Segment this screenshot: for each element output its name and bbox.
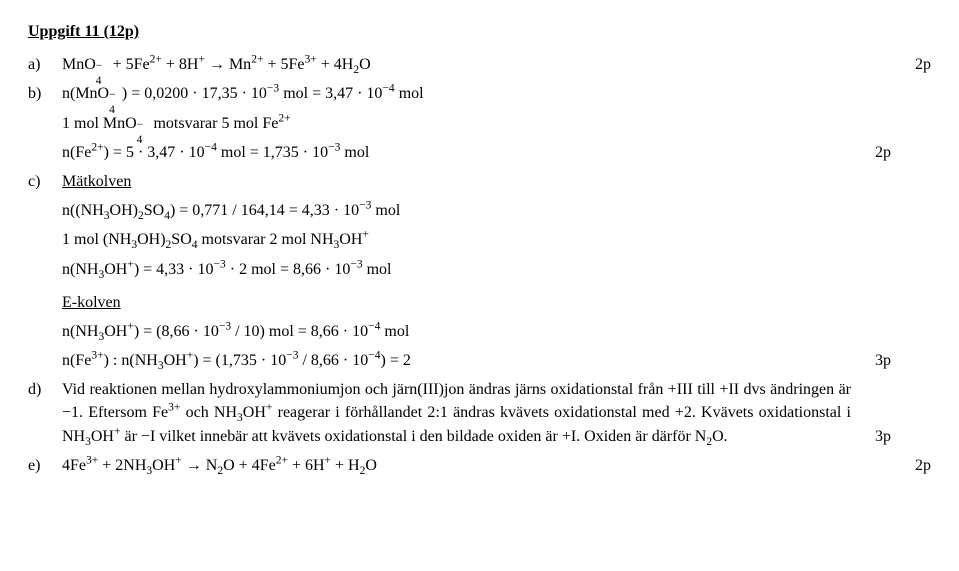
item-c-m1: n((NH3OH)2SO4) = 0,771 / 164,14 = 4,33 ·… (62, 199, 891, 222)
item-c: c) Mätkolven n((NH3OH)2SO4) = 0,771 / 16… (28, 170, 931, 372)
item-c-m2: 1 mol (NH3OH)2SO4 motsvarar 2 mol NH3OH+ (62, 228, 891, 251)
item-b-line3: n(Fe2+) = 5 · 3,47 · 10−4 mol = 1,735 · … (62, 141, 851, 164)
item-e-content: 4Fe3+ + 2NH3OH+ → N2O + 4Fe2+ + 6H+ + H2… (62, 454, 891, 477)
item-c-m3: n(NH3OH+) = 4,33 · 10−3 · 2 mol = 8,66 ·… (62, 258, 891, 281)
item-a-label: a) (28, 53, 62, 76)
item-e-label: e) (28, 454, 62, 477)
item-b-line1: n(MnO−4 ) = 0,0200 · 17,35 · 10−3 mol = … (62, 82, 891, 105)
item-d-text: Vid reaktionen mellan hydroxylammoniumjo… (62, 378, 851, 448)
item-a-content: MnO−4 + 5Fe2+ + 8H+ → Mn2+ + 5Fe3+ + 4H2… (62, 53, 891, 76)
item-d-label: d) (28, 378, 62, 401)
item-b-line2: 1 mol MnO−4 motsvarar 5 mol Fe2+ (62, 112, 891, 135)
item-d-points: 3p (851, 425, 891, 448)
item-e: e) 4Fe3+ + 2NH3OH+ → N2O + 4Fe2+ + 6H+ +… (28, 454, 931, 477)
item-c-heading1: Mätkolven (62, 170, 891, 193)
item-e-points: 2p (891, 454, 931, 477)
item-d: d) Vid reaktionen mellan hydroxylammoniu… (28, 378, 931, 448)
item-c-e2: n(Fe3+) : n(NH3OH+) = (1,735 · 10−3 / 8,… (62, 349, 851, 372)
item-c-label: c) (28, 170, 62, 193)
item-a: a) MnO−4 + 5Fe2+ + 8H+ → Mn2+ + 5Fe3+ + … (28, 53, 931, 76)
item-c-points: 3p (851, 349, 891, 372)
item-c-heading2: E-kolven (62, 291, 891, 314)
item-c-e1: n(NH3OH+) = (8,66 · 10−3 / 10) mol = 8,6… (62, 320, 891, 343)
item-b: b) n(MnO−4 ) = 0,0200 · 17,35 · 10−3 mol… (28, 82, 931, 164)
item-b-label: b) (28, 82, 62, 105)
item-a-points: 2p (891, 53, 931, 76)
page-title: Uppgift 11 (12p) (28, 20, 931, 43)
item-b-points: 2p (851, 141, 891, 164)
